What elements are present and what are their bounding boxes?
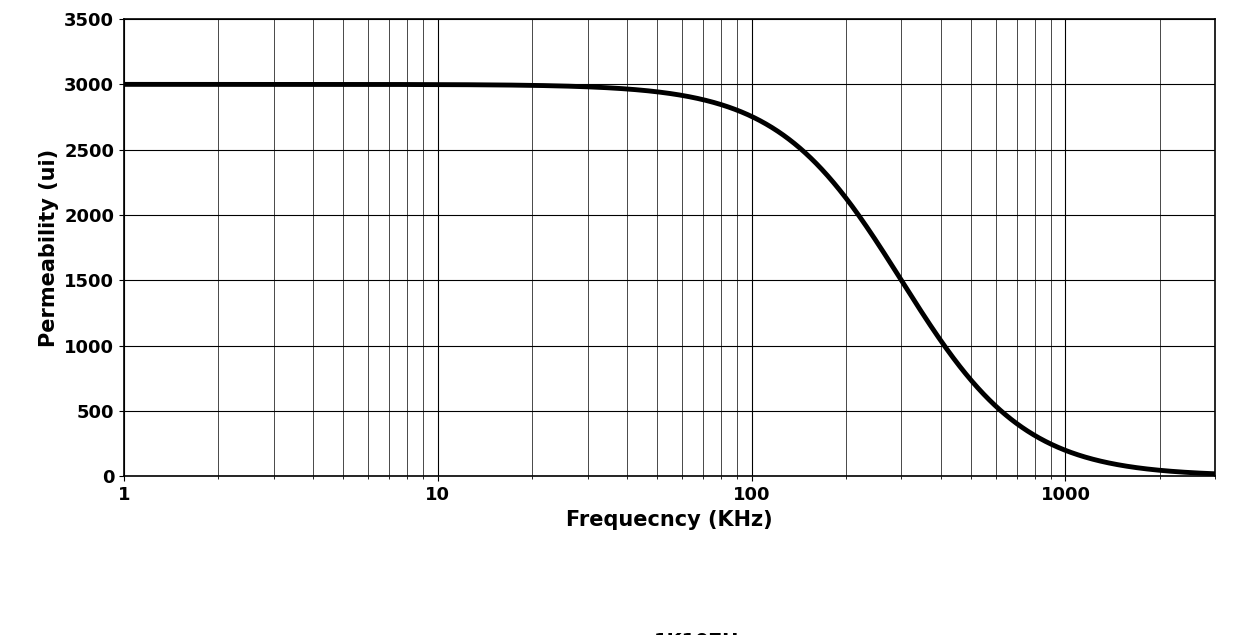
Y-axis label: Permeability (ui): Permeability (ui) <box>38 149 58 347</box>
X-axis label: Frequecncy (KHz): Frequecncy (KHz) <box>567 509 773 530</box>
Legend: 1K107H: 1K107H <box>591 624 748 635</box>
